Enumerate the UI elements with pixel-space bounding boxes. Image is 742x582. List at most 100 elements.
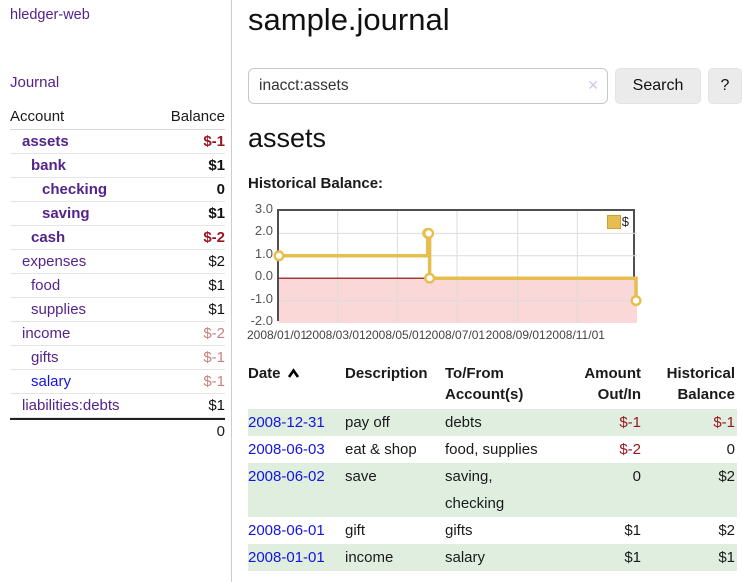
account-balance: 0 [217,178,225,201]
column-header-description: Description [345,361,445,409]
transaction-date-link[interactable]: 2008-06-03 [248,441,325,458]
y-axis-tick-label: 3.0 [248,201,273,217]
transaction-amount: $-2 [559,436,641,463]
account-row-saving: saving $1 [10,202,225,226]
accounts-header-balance: Balance [171,105,225,129]
account-balance: $1 [208,274,225,297]
account-link-salary[interactable]: salary [31,370,71,393]
column-header-accounts: To/From Account(s) [445,361,559,409]
account-link-food[interactable]: food [31,274,60,297]
transaction-balance: $1 [641,544,737,571]
account-balance: $-2 [203,226,225,249]
chart-plot-area: $ [277,209,635,321]
account-row-checking: checking 0 [10,178,225,202]
legend-swatch-icon [607,215,621,229]
account-balance: $2 [208,250,225,273]
transaction-balance: $-1 [641,409,737,436]
transaction-accounts: debts [445,409,559,436]
y-axis-tick-label: 1.0 [248,246,273,262]
sort-ascending-icon [287,363,300,384]
account-balance: $1 [208,394,225,417]
search-input[interactable] [248,68,608,104]
account-balance: $-2 [203,322,225,345]
search-box: ✕ [248,68,608,104]
transaction-accounts: food, supplies [445,436,559,463]
transaction-balance: $2 [641,517,737,544]
transaction-row: 2008-06-02 save saving, checking 0 $2 [248,463,737,517]
y-axis-tick-label: -1.0 [248,291,273,307]
account-balance: $-1 [203,346,225,369]
transaction-date-link[interactable]: 2008-06-02 [248,468,325,485]
accounts-total-balance: 0 [217,423,225,440]
account-row-cash: cash $-2 [10,226,225,250]
search-button[interactable]: Search [615,68,701,104]
x-axis-tick-label: 2008/03/01 [306,328,366,342]
chart-legend: $ [607,214,629,229]
help-button[interactable]: ? [708,68,742,104]
search-form: ✕ Search ? [248,68,742,104]
account-row-food: food $1 [10,274,225,298]
transaction-amount: 0 [559,463,641,517]
x-axis-tick-label: 2008/05/01 [365,328,425,342]
x-axis-tick-label: 2008/11/01 [546,328,605,342]
account-heading: assets [248,121,326,155]
transaction-row: 2008-06-01 gift gifts $1 $2 [248,517,737,544]
account-balance: $-1 [203,370,225,393]
legend-label: $ [622,214,629,229]
transactions-table: Date Description To/From Account(s) Amou… [248,361,737,571]
transaction-accounts: salary [445,544,559,571]
x-axis-tick-label: 2008/01/01 [247,328,307,342]
account-link-assets[interactable]: assets [22,130,69,153]
account-link-bank[interactable]: bank [31,154,66,177]
sidebar-journal-link[interactable]: Journal [10,74,231,91]
historical-balance-chart: $ 3.02.01.00.0-1.0-2.02008/01/012008/03/… [248,199,742,349]
accounts-table-header: Account Balance [10,105,225,130]
account-link-cash[interactable]: cash [31,226,65,249]
accounts-header-account: Account [10,105,64,129]
account-row-assets: assets $-1 [10,130,225,154]
accounts-total-row: 0 [10,418,225,443]
app-title-link[interactable]: hledger-web [10,7,231,24]
x-axis-tick-label: 2008/07/01 [425,328,485,342]
transaction-amount: $1 [559,517,641,544]
transaction-date-link[interactable]: 2008-01-01 [248,549,325,566]
transaction-balance: 0 [641,436,737,463]
account-link-income[interactable]: income [22,322,70,345]
transaction-description: save [345,463,445,517]
sidebar: hledger-web Journal Account Balance asse… [0,0,232,582]
column-header-date-label: Date [248,365,281,382]
y-axis-tick-label: 2.0 [248,223,273,239]
transaction-accounts: saving, checking [445,463,559,517]
column-header-date[interactable]: Date [248,361,345,409]
transaction-amount: $-1 [559,409,641,436]
transaction-balance: $2 [641,463,737,517]
account-balance: $1 [208,202,225,225]
transaction-row: 2008-01-01 income salary $1 $1 [248,544,737,571]
column-header-balance: Historical Balance [641,361,737,409]
transaction-accounts: gifts [445,517,559,544]
hledger-web-app: hledger-web Journal Account Balance asse… [0,0,742,582]
transaction-date-link[interactable]: 2008-12-31 [248,414,325,431]
page-title: sample.journal [248,0,450,40]
account-balance: $1 [208,154,225,177]
transaction-description: pay off [345,409,445,436]
main-content: sample.journal ✕ Search ? assets Histori… [248,0,742,582]
transaction-description: gift [345,517,445,544]
transaction-row: 2008-06-03 eat & shop food, supplies $-2… [248,436,737,463]
transactions-header-row: Date Description To/From Account(s) Amou… [248,361,737,409]
account-link-saving[interactable]: saving [42,202,90,225]
account-row-expenses: expenses $2 [10,250,225,274]
account-link-supplies[interactable]: supplies [31,298,86,321]
transaction-row: 2008-12-31 pay off debts $-1 $-1 [248,409,737,436]
account-row-gifts: gifts $-1 [10,346,225,370]
account-link-liabilities-debts[interactable]: liabilities:debts [22,394,120,417]
account-link-gifts[interactable]: gifts [31,346,59,369]
account-balance: $1 [208,298,225,321]
transaction-date-link[interactable]: 2008-06-01 [248,522,325,539]
clear-search-icon[interactable]: ✕ [587,77,599,93]
account-row-liabilities-debts: liabilities:debts $1 [10,394,225,418]
account-link-checking[interactable]: checking [42,178,107,201]
account-link-expenses[interactable]: expenses [22,250,86,273]
column-header-amount: Amount Out/In [559,361,641,409]
account-row-salary: salary $-1 [10,370,225,394]
